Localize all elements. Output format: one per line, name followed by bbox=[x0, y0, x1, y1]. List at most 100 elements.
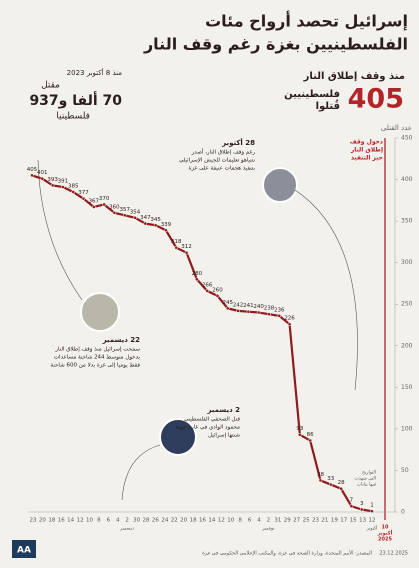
data-label: 377 bbox=[78, 190, 89, 196]
annotation-text: سمحت إسرائيل منذ وقف إطلاق النار bbox=[54, 347, 140, 353]
data-label: 318 bbox=[171, 239, 182, 245]
data-label: 241 bbox=[243, 303, 254, 309]
x-tick-label: 24 bbox=[161, 518, 168, 524]
x-tick-label: 16 bbox=[58, 518, 65, 524]
point bbox=[164, 228, 168, 233]
ceasefire-note: إطلاق النار bbox=[350, 147, 383, 154]
line bbox=[31, 174, 373, 513]
data-label: 280 bbox=[192, 271, 203, 277]
start-date: 2025 bbox=[378, 537, 392, 543]
point bbox=[349, 504, 354, 509]
source: المصدر: الأمم المتحدة، وزارة الصحة في غز… bbox=[202, 550, 372, 557]
data-label: 385 bbox=[68, 184, 79, 190]
data-label: 312 bbox=[181, 244, 192, 250]
data-label: 33 bbox=[327, 476, 334, 482]
annotation-text: بتنفيذ هجمات عنيفة على غزة bbox=[189, 166, 256, 172]
point bbox=[133, 215, 137, 220]
point bbox=[246, 309, 251, 314]
note: التواريخ bbox=[362, 471, 376, 476]
start-date: 10 bbox=[382, 525, 389, 531]
annotation-title: 2 ديسمبر bbox=[206, 406, 240, 414]
data-label: 393 bbox=[47, 177, 58, 183]
x-tick-label: 4 bbox=[257, 518, 261, 524]
point bbox=[50, 183, 55, 188]
x-tick-label: 12 bbox=[77, 518, 84, 524]
data-label: 238 bbox=[264, 306, 275, 312]
point bbox=[61, 185, 65, 189]
x-tick-label: 15 bbox=[350, 518, 357, 524]
point bbox=[308, 438, 313, 443]
data-label: 360 bbox=[109, 204, 120, 210]
point bbox=[174, 245, 179, 250]
annotation-text: بدخول متوسط 244 شاحنة مساعدات bbox=[54, 355, 141, 361]
x-tick-label: 21 bbox=[321, 518, 328, 524]
x-tick-label: 23 bbox=[30, 518, 37, 524]
data-label: 405 bbox=[27, 167, 38, 173]
point bbox=[71, 190, 76, 194]
point bbox=[359, 507, 364, 512]
y-tick-label: 150 bbox=[401, 384, 413, 391]
point bbox=[277, 314, 282, 318]
point bbox=[91, 205, 96, 209]
point bbox=[143, 221, 148, 226]
y-tick-label: 350 bbox=[401, 218, 413, 225]
ceasefire-text: قُتلوا bbox=[316, 99, 340, 112]
point bbox=[122, 213, 127, 218]
x-tick-label: 19 bbox=[331, 518, 338, 524]
data-label: 226 bbox=[284, 316, 295, 322]
ceasefire-text: فلسطينيين bbox=[284, 89, 340, 100]
x-tick-label: 18 bbox=[48, 518, 55, 524]
y-tick-label: 250 bbox=[401, 301, 413, 308]
x-tick-label: 18 bbox=[190, 518, 197, 524]
data-label: 391 bbox=[58, 179, 69, 185]
war-number: 70 ألفا و937 bbox=[29, 91, 122, 109]
point bbox=[205, 289, 210, 293]
war-unit: فلسطينيا bbox=[56, 112, 90, 122]
x-tick-label: 25 bbox=[303, 518, 310, 524]
annotation-text: رغم وقف إطلاق النار، أصدر bbox=[191, 148, 256, 156]
month-label: ديسمبر bbox=[119, 527, 134, 532]
y-axis-label: عدد القتلى bbox=[381, 124, 412, 132]
point bbox=[81, 196, 86, 201]
y-tick-label: 300 bbox=[401, 259, 413, 266]
date: 23.12.2025 bbox=[379, 551, 408, 557]
point bbox=[287, 322, 292, 327]
logo-box bbox=[12, 540, 36, 558]
point bbox=[40, 176, 45, 181]
x-tick-label: 8 bbox=[238, 518, 242, 524]
y-tick-label: 200 bbox=[401, 342, 413, 349]
data-label: 367 bbox=[89, 198, 100, 204]
point bbox=[256, 310, 261, 315]
y-tick-label: 400 bbox=[401, 176, 413, 183]
data-label: 7 bbox=[350, 498, 354, 504]
data-label: 28 bbox=[338, 480, 345, 486]
note: التي شهدت bbox=[354, 477, 376, 482]
y-tick-label: 100 bbox=[401, 425, 413, 432]
x-tick-label: 28 bbox=[143, 518, 150, 524]
x-tick-label: 13 bbox=[359, 518, 366, 524]
data-label: 93 bbox=[296, 426, 303, 432]
annotation-text: محمود الوادي في غارة جوية bbox=[176, 425, 240, 431]
photo bbox=[159, 418, 197, 456]
x-tick-label: 22 bbox=[171, 518, 178, 524]
x-tick-label: 23 bbox=[312, 518, 319, 524]
data-label: 86 bbox=[307, 432, 314, 438]
data-label: 347 bbox=[140, 215, 151, 221]
point bbox=[328, 482, 333, 487]
x-tick-label: 6 bbox=[107, 518, 111, 524]
point bbox=[30, 173, 34, 178]
data-label: 3 bbox=[360, 501, 364, 507]
x-tick-label: 27 bbox=[293, 518, 300, 524]
annotation-text: فقط يوميا إلى غزة بدلا من 600 شاحنة bbox=[50, 363, 140, 369]
data-label: 260 bbox=[212, 287, 223, 293]
connector bbox=[121, 444, 161, 501]
point bbox=[318, 478, 323, 483]
data-label: 242 bbox=[233, 302, 244, 308]
data-label: 345 bbox=[150, 217, 161, 223]
x-tick-label: 14 bbox=[67, 518, 74, 524]
point bbox=[267, 312, 271, 317]
war-since: منذ 8 أكتوبر 2023 bbox=[67, 68, 123, 77]
point bbox=[215, 294, 220, 298]
connector bbox=[294, 189, 358, 391]
